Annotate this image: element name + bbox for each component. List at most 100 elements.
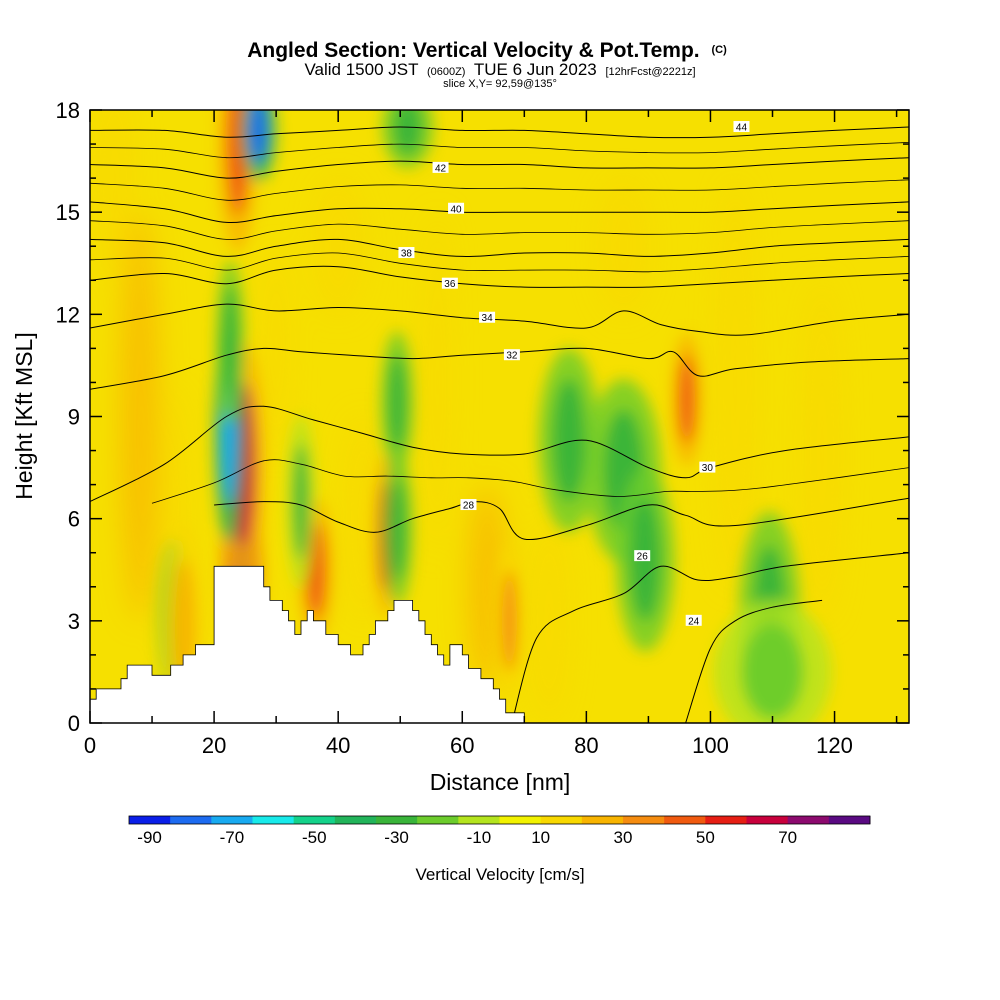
colorbar-tick-label--50: -50 [302, 828, 327, 847]
contour-label-24: 24 [688, 616, 700, 627]
x-tick-label-120: 120 [816, 733, 853, 758]
velocity-cell-3 [222, 287, 238, 397]
contour-label-bg-26 [634, 550, 651, 562]
contour-label-bg-40 [448, 202, 465, 214]
theta-contour-minor-40 [90, 179, 909, 201]
contour-label-42: 42 [435, 163, 447, 174]
contour-label-bg-34 [479, 311, 496, 323]
contour-label-44: 44 [736, 123, 748, 134]
theta-contour-40 [90, 201, 909, 224]
background-band-0 [121, 212, 159, 621]
x-axis-label: Distance [nm] [430, 769, 571, 795]
velocity-cell-11 [388, 355, 406, 451]
contour-label-bg-44 [733, 121, 750, 133]
theta-contour-32 [90, 347, 909, 390]
contour-label-bg-38 [398, 247, 415, 259]
theta-contour-minor-36 [90, 252, 909, 273]
colorbar-tick-label--70: -70 [220, 828, 245, 847]
colorbar-swatch-0 [499, 816, 542, 824]
velocity-cell-10 [394, 110, 422, 155]
theta-contour-minor-38 [90, 220, 909, 240]
contour-label-38: 38 [401, 249, 413, 260]
velocity-cell-8 [389, 477, 406, 580]
velocity-cell-16 [678, 355, 695, 444]
colorbar-tick-label-70: 70 [778, 828, 797, 847]
contour-label-32: 32 [506, 351, 518, 362]
colorbar-tick-label--90: -90 [137, 828, 162, 847]
contour-label-bg-30 [699, 461, 716, 473]
colorbar-swatch-80 [828, 816, 871, 824]
colorbar-swatch--40 [334, 816, 377, 824]
title-slice: slice X,Y= 92,59@135° [443, 78, 557, 90]
y-tick-label-15: 15 [56, 200, 80, 225]
title-zulu: (0600Z) [427, 66, 466, 78]
colorbar-title: Vertical Velocity [cm/s] [415, 865, 584, 884]
theta-contour-minor-42 [90, 142, 909, 159]
theta-contours: 24 26 28 30 32 34 36 38 40 42 44 [90, 121, 909, 723]
contour-label-bg-24 [685, 614, 702, 626]
colorbar-swatch-20 [581, 816, 624, 824]
colorbar-tick-label--30: -30 [384, 828, 409, 847]
colorbar-swatch--30 [376, 816, 418, 824]
contour-label-bg-36 [441, 277, 458, 289]
velocity-cell-18 [741, 624, 804, 720]
theta-contour-28 [214, 497, 909, 541]
title-valid: Valid 1500 JST [304, 60, 418, 79]
colorbar-swatch-40 [664, 816, 706, 824]
background-band-5 [530, 518, 568, 723]
contour-label-34: 34 [482, 313, 494, 324]
velocity-cell-9 [293, 443, 309, 560]
y-tick-label-3: 3 [68, 609, 80, 634]
contour-label-bg-28 [460, 499, 477, 511]
x-tick-label-100: 100 [692, 733, 729, 758]
background-band-11 [344, 416, 382, 621]
contour-label-36: 36 [444, 279, 456, 290]
contour-label-30: 30 [702, 463, 714, 474]
velocity-cell-13 [552, 379, 586, 502]
colorbar-swatch-50 [705, 816, 747, 824]
background-band-10 [96, 110, 134, 281]
y-tick-label-0: 0 [68, 711, 80, 736]
colorbar-swatch--50 [293, 816, 336, 824]
background-band-8 [313, 178, 363, 315]
contour-label-40: 40 [451, 204, 463, 215]
velocity-cell-12 [501, 569, 517, 672]
svg-text:Valid 1500 JST (0600Z): Valid 1500 JST (0600Z) TUE 6 Jun 2023 [1… [304, 60, 695, 79]
svg-text:Angled Section: Vertical Veloc: Angled Section: Vertical Velocity & Pot.… [247, 39, 727, 62]
background-band-3 [425, 212, 450, 553]
title-main: Angled Section: Vertical Velocity & Pot.… [247, 39, 699, 62]
colorbar: -90 -70 -50 -30 -10 10 30 50 70 [128, 815, 871, 847]
theta-contour-42 [90, 157, 909, 179]
velocity-cell-5 [249, 110, 269, 165]
contour-label-bg-32 [503, 349, 520, 361]
x-tick-label-80: 80 [574, 733, 598, 758]
colorbar-swatch--80 [170, 816, 212, 824]
colorbar-tick-label-10: 10 [531, 828, 550, 847]
colorbar-frame [128, 815, 871, 825]
colorbar-tick-label-50: 50 [696, 828, 715, 847]
y-tick-label-9: 9 [68, 405, 80, 430]
chart-title: Angled Section: Vertical Velocity & Pot.… [247, 39, 727, 90]
theta-contour-minor-28 [151, 459, 909, 504]
theta-contour-44 [90, 126, 909, 139]
theta-contour-36 [90, 265, 909, 288]
x-axis-ticks: 0 20 40 60 80 100 120 [84, 110, 898, 758]
terrain-outline [90, 565, 525, 723]
y-tick-label-12: 12 [56, 302, 80, 327]
y-axis-label: Height [Kft MSL] [11, 332, 37, 499]
colorbar-swatch-30 [623, 816, 665, 824]
background-band-7 [803, 280, 841, 621]
title-date: TUE 6 Jun 2023 [474, 60, 597, 79]
x-tick-label-40: 40 [326, 733, 350, 758]
x-tick-label-20: 20 [202, 733, 226, 758]
colorbar-swatch-60 [746, 816, 789, 824]
colorbar-swatch--10 [458, 816, 500, 824]
colorbar-tick-label-30: 30 [614, 828, 633, 847]
colorbar-swatch-10 [540, 816, 583, 824]
colorbar-swatch--60 [252, 816, 295, 824]
background-band-6 [716, 178, 754, 587]
theta-contour-24 [685, 599, 823, 723]
